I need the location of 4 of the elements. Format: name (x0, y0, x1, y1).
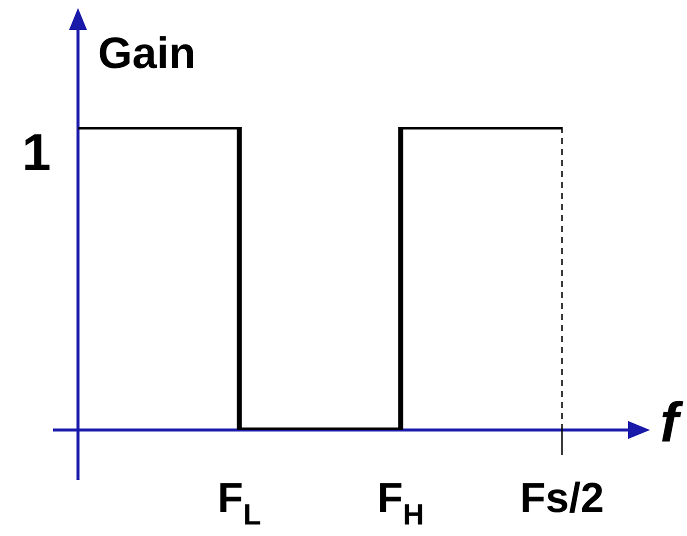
x-axis-title: f (660, 390, 684, 454)
annotation: 1 (22, 124, 51, 182)
y-axis-title: Gain (98, 29, 196, 78)
x-tick-label: Fs/2 (520, 474, 604, 521)
